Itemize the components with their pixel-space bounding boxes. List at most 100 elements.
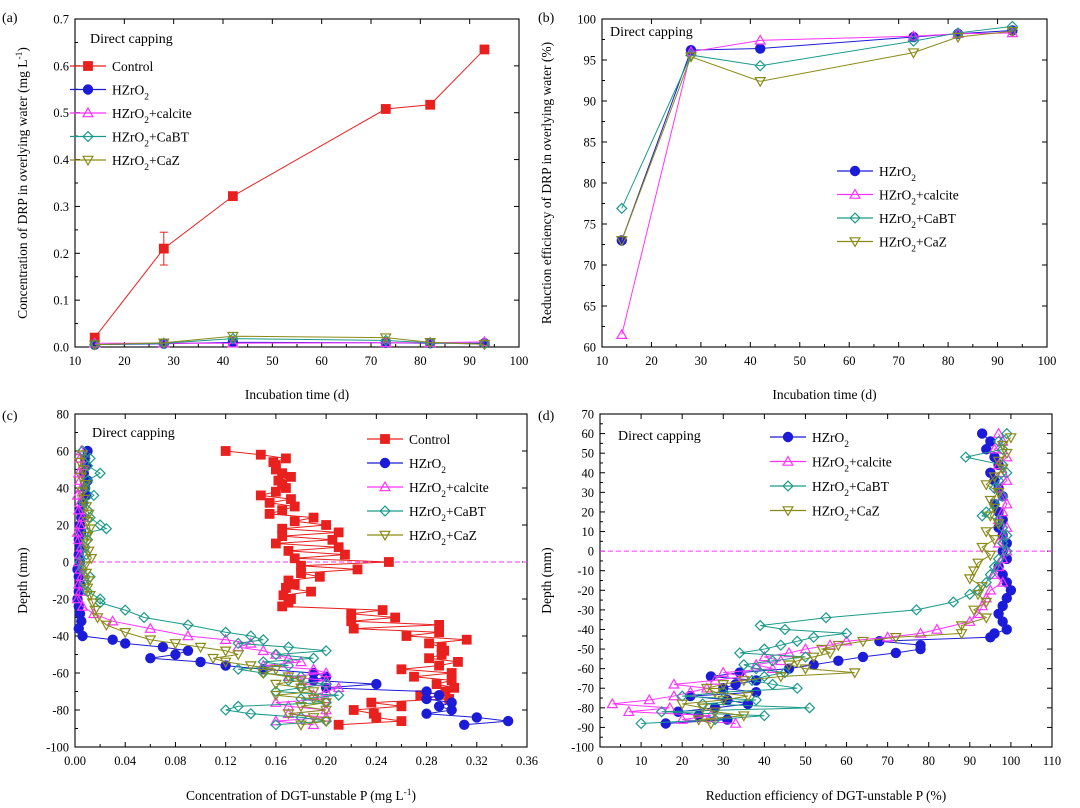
data-point [332, 681, 345, 693]
data-point [277, 505, 288, 516]
data-point [471, 712, 482, 723]
series-line-HZrO2+calcite [621, 32, 1013, 335]
series-line-HZrO2+CaBT [621, 25, 1013, 209]
data-point [766, 678, 779, 691]
data-point [321, 520, 332, 530]
y-tick-label: 80 [57, 408, 70, 422]
x-tick-label: 20 [645, 354, 658, 368]
data-point [717, 686, 730, 698]
data-point [170, 649, 181, 660]
data-point [754, 619, 767, 632]
y-tick-label: 60 [57, 445, 70, 459]
data-point [992, 456, 1005, 468]
data-point [77, 465, 90, 476]
data-point [1005, 585, 1017, 596]
data-point [820, 611, 832, 624]
data-point [717, 680, 730, 691]
panel-b: 10 20 30 40 50 60 70 80 90 100 60 65 70 75 80 85 90 95 100… [538, 11, 1056, 402]
data-point [88, 489, 100, 502]
data-point [390, 612, 401, 623]
data-point [676, 713, 689, 724]
data-point [955, 621, 968, 632]
legend-label: HZrO2 [112, 83, 149, 103]
x-axis-label: Incubation time (d) [772, 387, 876, 402]
y-tick-label: 70 [584, 259, 597, 273]
data-point [257, 668, 270, 680]
data-point [264, 509, 275, 519]
legend-label: Control [112, 59, 154, 74]
data-point [992, 519, 1005, 530]
legend-marker [849, 165, 861, 177]
data-point [348, 623, 359, 634]
data-point [988, 568, 1001, 579]
data-point [996, 505, 1009, 517]
data-point [758, 643, 771, 655]
y-tick-label: 0.7 [53, 13, 69, 27]
x-tick-label: 20 [118, 354, 131, 368]
data-point [1006, 20, 1019, 33]
data-point [997, 600, 1008, 612]
legend-label: HZrO2+CaBT [409, 504, 487, 524]
y-tick-label: 75 [584, 218, 597, 232]
data-point [194, 642, 207, 654]
data-point [320, 716, 333, 728]
x-tick-label: 70 [365, 354, 378, 368]
data-point [383, 557, 394, 567]
series-line-HZrO2+CaBT [641, 433, 1008, 724]
y-tick-label: 65 [584, 300, 597, 314]
data-point [282, 672, 295, 683]
data-point [915, 643, 926, 655]
data-point [244, 661, 257, 672]
series-line-Control [94, 49, 485, 338]
data-point [996, 576, 1009, 587]
data-point [984, 568, 997, 581]
data-point [71, 592, 84, 604]
data-point [754, 77, 767, 88]
legend-label: HZrO2+calcite [112, 106, 192, 126]
data-point [615, 328, 628, 339]
data-point [76, 600, 89, 611]
y-tick-label: -90 [577, 721, 594, 735]
data-point [286, 472, 296, 482]
data-point [144, 635, 157, 646]
data-point [988, 482, 1001, 495]
data-point [799, 664, 812, 675]
data-point [80, 568, 93, 580]
data-point [606, 697, 619, 709]
x-tick-label: 100 [1002, 754, 1021, 768]
y-tick-label: -40 [52, 630, 69, 644]
data-point [219, 704, 232, 716]
data-point [144, 622, 157, 633]
y-tick-label: 0.4 [53, 153, 69, 167]
data-point [72, 504, 85, 515]
y-tick-label: -10 [577, 564, 594, 578]
series-line-HZrO2+CaZ [682, 437, 1012, 724]
data-point [992, 435, 1005, 448]
x-tick-label: 90 [991, 354, 1004, 368]
data-point [232, 650, 245, 661]
data-point [766, 662, 779, 673]
x-tick-label: 0.28 [416, 754, 438, 768]
data-point [996, 441, 1009, 452]
series-line-HZrO2+calcite [612, 433, 1008, 724]
data-point [281, 483, 291, 493]
x-tick-label: 90 [463, 354, 476, 368]
data-point [289, 501, 300, 512]
data-point [91, 613, 104, 624]
x-tick-label: 60 [840, 754, 853, 768]
data-point [396, 701, 407, 712]
data-point [783, 660, 795, 671]
x-tick-label: 40 [217, 354, 230, 368]
data-point [424, 653, 434, 664]
data-point [1000, 497, 1013, 509]
y-axis-label: Depth (mm) [15, 547, 30, 613]
y-tick-label: 0.3 [53, 200, 69, 214]
data-point [976, 542, 989, 554]
legend-marker [849, 188, 861, 199]
data-point [81, 583, 94, 595]
data-point [119, 627, 132, 639]
legend-marker [379, 457, 391, 469]
panel-label: (d) [538, 409, 555, 424]
y-tick-label: 0 [63, 556, 69, 570]
x-axis-label: Concentration of DGT-unstable P (mg L-1) [186, 788, 416, 803]
